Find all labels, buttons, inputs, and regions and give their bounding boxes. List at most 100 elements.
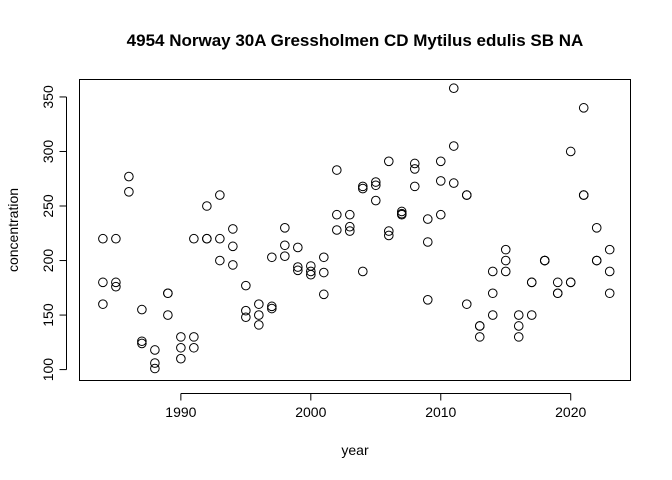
- data-point: [604, 266, 615, 277]
- data-point: [124, 171, 134, 182]
- data-point: [383, 226, 394, 236]
- data-point: [137, 304, 147, 315]
- data-point: [578, 190, 589, 200]
- data-point: [254, 320, 264, 330]
- data-point: [176, 342, 186, 353]
- data-point: [267, 301, 277, 312]
- data-point: [448, 141, 459, 151]
- data-point: [370, 195, 381, 206]
- data-point: [500, 244, 511, 255]
- data-point: [461, 190, 472, 200]
- y-axis-label: concentration: [5, 188, 21, 272]
- x-axis: 1990 2000 2010 2020: [165, 393, 587, 420]
- data-point: [111, 281, 121, 292]
- x-tick-label: 2000: [295, 404, 326, 420]
- data-point: [215, 233, 225, 244]
- data-point: [319, 289, 329, 300]
- data-point: [552, 277, 563, 288]
- data-point: [176, 353, 186, 364]
- x-tick-label: 2010: [425, 404, 456, 420]
- data-point: [150, 358, 160, 368]
- y-tick-label: 350: [40, 85, 56, 109]
- data-point: [189, 332, 199, 342]
- data-point: [98, 277, 108, 288]
- data-point: [435, 156, 446, 167]
- data-point: [370, 177, 381, 187]
- data-point: [474, 321, 485, 331]
- data-point: [280, 223, 290, 233]
- data-point: [202, 233, 212, 244]
- data-point: [98, 299, 108, 309]
- data-point: [176, 332, 186, 342]
- data-point: [526, 277, 537, 288]
- data-point: [306, 266, 316, 277]
- x-tick-label: 1990: [165, 404, 196, 420]
- data-point: [254, 299, 264, 309]
- data-point: [228, 224, 238, 234]
- data-point: [241, 312, 251, 323]
- data-point: [228, 260, 238, 270]
- data-point: [591, 223, 602, 233]
- data-point: [370, 180, 381, 191]
- data-point: [124, 187, 134, 197]
- data-point: [500, 255, 511, 266]
- data-point: [267, 252, 277, 263]
- data-point: [254, 310, 264, 320]
- data-point: [487, 288, 498, 299]
- data-point: [137, 336, 147, 347]
- data-point: [189, 342, 199, 353]
- data-point: [422, 214, 433, 224]
- data-point: [604, 288, 615, 299]
- data-point: [591, 255, 602, 266]
- data-point: [293, 262, 303, 272]
- data-point: [280, 240, 290, 251]
- data-point: [513, 332, 524, 342]
- data-point: [435, 209, 446, 220]
- data-point: [293, 242, 303, 253]
- data-point: [448, 178, 459, 188]
- data-point: [345, 226, 355, 236]
- y-tick-label: 100: [40, 358, 56, 382]
- data-point: [357, 266, 368, 277]
- data-point: [202, 201, 212, 211]
- y-tick-label: 150: [40, 303, 56, 327]
- data-point: [500, 266, 511, 277]
- data-point: [474, 332, 485, 342]
- data-point: [448, 83, 459, 94]
- data-point: [189, 233, 199, 244]
- data-point: [137, 338, 147, 349]
- x-axis-label: year: [341, 442, 369, 458]
- data-point: [98, 233, 108, 244]
- data-point: [241, 280, 251, 291]
- data-point: [513, 310, 524, 320]
- data-point: [215, 255, 225, 266]
- data-point: [357, 183, 368, 194]
- data-point: [422, 294, 433, 305]
- data-point: [409, 181, 420, 192]
- data-point: [150, 345, 160, 355]
- data-point: [565, 277, 576, 288]
- data-point: [345, 221, 355, 232]
- data-point: [396, 206, 407, 217]
- data-point: [111, 277, 121, 288]
- data-point: [163, 288, 173, 299]
- data-point: [150, 363, 160, 374]
- x-tick-label: 2020: [555, 404, 586, 420]
- data-point: [604, 244, 615, 255]
- data-point: [241, 305, 251, 316]
- data-point: [332, 225, 342, 235]
- chart-title: 4954 Norway 30A Gressholmen CD Mytilus e…: [127, 31, 584, 50]
- plot-frame: [79, 79, 631, 381]
- data-point: [345, 209, 355, 220]
- data-point: [163, 310, 173, 320]
- data-point: [513, 321, 524, 331]
- data-point: [565, 146, 576, 157]
- data-point: [409, 158, 420, 169]
- data-point: [215, 190, 225, 200]
- data-point: [332, 165, 342, 175]
- data-point: [280, 251, 290, 261]
- data-point: [409, 164, 420, 174]
- data-point: [487, 266, 498, 277]
- y-tick-label: 250: [40, 194, 56, 218]
